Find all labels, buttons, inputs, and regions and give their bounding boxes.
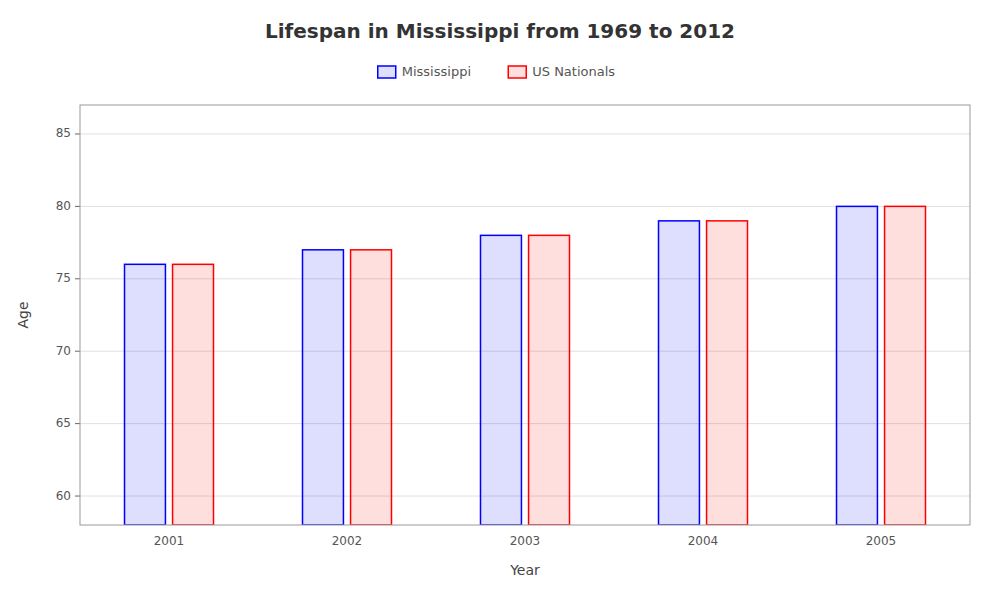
bar [837,206,878,525]
y-tick [75,206,80,207]
y-tick-label: 70 [56,344,71,358]
y-tick [75,423,80,424]
chart-container: 60 65 70 75 80 85 2001 2002 2003 2004 2005 Year Age L… [0,0,1000,600]
bar [659,221,700,525]
y-tick-label: 60 [56,489,71,503]
x-axis-label: Year [509,562,540,578]
x-tick-label: 2005 [866,534,897,548]
y-tick-label: 65 [56,416,71,430]
y-axis: 60 65 70 75 80 85 [56,126,80,502]
legend: Mississippi US Nationals [378,64,616,79]
x-tick-label: 2004 [688,534,719,548]
legend-label: US Nationals [532,64,615,79]
bar [303,250,344,525]
bar [125,264,166,525]
y-tick-label: 75 [56,271,71,285]
legend-swatch [378,66,396,78]
legend-label: Mississippi [402,64,471,79]
y-tick-label: 80 [56,199,71,213]
grid-line [80,133,970,134]
y-tick-label: 85 [56,126,71,140]
y-tick [75,496,80,497]
x-axis: 2001 2002 2003 2004 2005 [154,534,897,548]
x-tick-label: 2003 [510,534,541,548]
x-tick-label: 2002 [332,534,363,548]
chart-title: Lifespan in Mississippi from 1969 to 201… [265,19,735,43]
bars [125,206,926,525]
y-tick [75,133,80,134]
bar [707,221,748,525]
bar [529,235,570,525]
legend-swatch [508,66,526,78]
y-tick [75,351,80,352]
y-tick [75,278,80,279]
bar [173,264,214,525]
bar [481,235,522,525]
bar [351,250,392,525]
bar [885,206,926,525]
chart-svg: 60 65 70 75 80 85 2001 2002 2003 2004 2005 Year Age L… [0,0,1000,600]
x-tick-label: 2001 [154,534,185,548]
y-axis-label: Age [15,301,31,328]
plot-frame [80,105,970,525]
